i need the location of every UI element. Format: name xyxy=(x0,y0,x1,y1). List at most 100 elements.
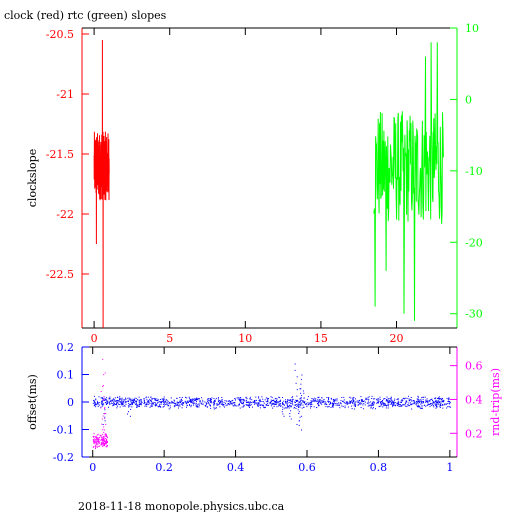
data-point xyxy=(135,403,137,405)
data-point xyxy=(348,402,350,404)
data-point xyxy=(181,400,183,402)
data-point xyxy=(134,400,136,402)
data-point xyxy=(408,395,409,397)
data-point xyxy=(309,405,311,407)
data-point xyxy=(315,400,317,402)
data-point xyxy=(300,383,302,385)
data-point xyxy=(133,399,135,400)
data-point xyxy=(107,440,108,442)
data-point xyxy=(163,402,165,404)
data-point xyxy=(243,405,245,407)
left-tick-label: 0 xyxy=(67,396,74,409)
data-point xyxy=(323,401,324,403)
data-point xyxy=(246,399,247,401)
data-point xyxy=(266,397,268,399)
data-point xyxy=(283,400,285,402)
data-point xyxy=(157,402,158,404)
data-point xyxy=(418,401,420,403)
data-point xyxy=(122,403,124,405)
data-point xyxy=(169,402,171,403)
right-tick-label: 0.6 xyxy=(465,360,483,373)
data-point xyxy=(165,403,167,405)
data-point xyxy=(195,399,197,401)
data-point xyxy=(108,397,110,399)
data-point xyxy=(104,407,105,409)
data-point xyxy=(411,403,413,405)
data-point xyxy=(352,397,354,399)
data-point xyxy=(121,402,123,404)
left-tick-label: 0.1 xyxy=(57,369,75,382)
data-point xyxy=(440,399,442,401)
data-point xyxy=(131,400,133,402)
data-point xyxy=(344,402,346,404)
data-point xyxy=(424,396,426,398)
data-point xyxy=(353,396,355,398)
data-point xyxy=(394,398,396,400)
data-point xyxy=(282,406,284,408)
data-point xyxy=(143,402,145,404)
data-point xyxy=(377,400,379,402)
data-point xyxy=(282,408,284,410)
data-point xyxy=(214,403,216,405)
data-point xyxy=(97,405,99,407)
data-point xyxy=(138,405,140,407)
data-point xyxy=(137,399,138,401)
data-point xyxy=(373,402,375,404)
data-point xyxy=(228,400,230,402)
data-point xyxy=(301,429,302,431)
data-point xyxy=(99,445,101,447)
data-point xyxy=(95,441,97,443)
data-point xyxy=(189,405,191,406)
data-point xyxy=(182,402,184,403)
data-point xyxy=(318,405,319,407)
data-point xyxy=(272,399,274,401)
data-point xyxy=(446,397,448,399)
data-point xyxy=(109,403,110,405)
data-point xyxy=(102,415,104,417)
data-point xyxy=(270,399,272,401)
data-point xyxy=(394,400,395,402)
data-point xyxy=(371,395,373,397)
data-point xyxy=(144,402,145,404)
data-point xyxy=(310,400,312,402)
data-point xyxy=(338,402,340,404)
data-point xyxy=(411,408,413,410)
data-point xyxy=(300,403,302,405)
data-point xyxy=(296,406,298,407)
data-point xyxy=(349,403,351,404)
data-point xyxy=(438,405,440,407)
data-point xyxy=(235,405,237,407)
data-point xyxy=(102,438,104,440)
data-point xyxy=(318,401,320,403)
data-point xyxy=(138,396,140,398)
data-point xyxy=(181,403,183,405)
data-point xyxy=(300,404,302,406)
data-point xyxy=(210,400,212,402)
data-point xyxy=(160,402,162,403)
data-point xyxy=(92,446,94,448)
data-point xyxy=(128,402,130,404)
data-point xyxy=(160,403,162,405)
data-point xyxy=(289,401,291,403)
data-point xyxy=(368,404,370,406)
data-point xyxy=(241,400,243,402)
data-point xyxy=(330,406,332,408)
data-point xyxy=(101,418,103,420)
data-point xyxy=(393,402,395,404)
data-point xyxy=(117,402,119,404)
data-point xyxy=(292,396,294,398)
data-point xyxy=(443,400,445,402)
data-point xyxy=(367,405,369,407)
data-point xyxy=(316,400,318,402)
data-point xyxy=(347,406,349,408)
data-point xyxy=(232,405,234,407)
data-point xyxy=(214,401,216,402)
data-point xyxy=(102,434,104,436)
data-point xyxy=(145,402,147,404)
data-point xyxy=(220,401,221,403)
data-point xyxy=(291,403,293,404)
data-point xyxy=(367,400,369,402)
data-point xyxy=(305,402,307,404)
data-point xyxy=(361,399,363,401)
data-point xyxy=(252,406,253,408)
